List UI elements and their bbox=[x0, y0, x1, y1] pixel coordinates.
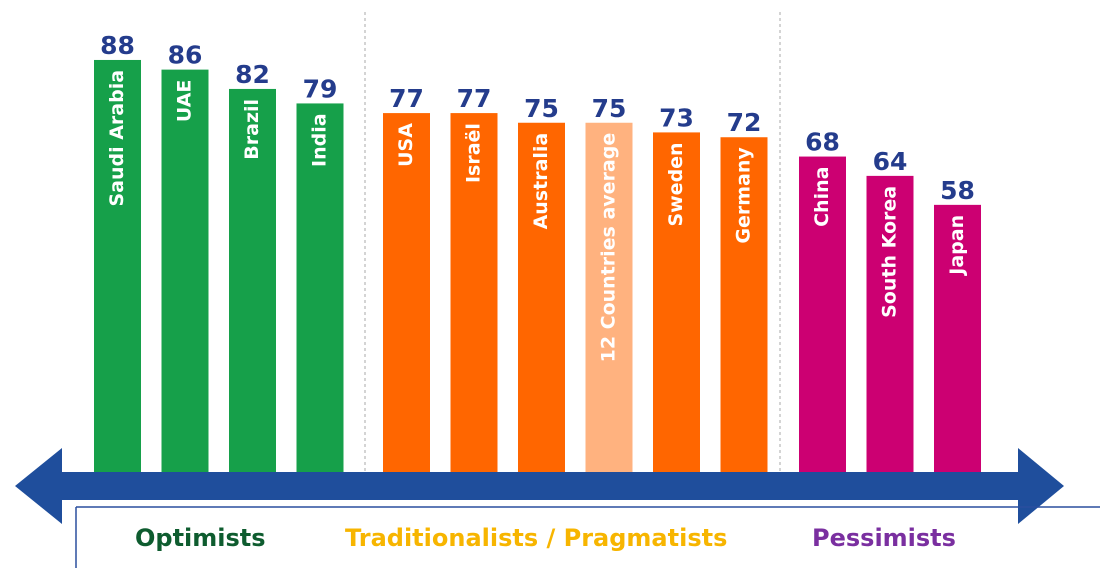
category-label: Israël bbox=[463, 123, 485, 183]
value-label: 86 bbox=[168, 41, 203, 70]
bar bbox=[229, 88, 276, 485]
category-label: USA bbox=[395, 123, 417, 167]
value-label: 77 bbox=[457, 84, 492, 113]
value-label: 75 bbox=[592, 94, 627, 123]
value-label: 82 bbox=[235, 60, 270, 89]
category-label: Saudi Arabia bbox=[106, 70, 128, 207]
value-label: 75 bbox=[524, 94, 559, 123]
category-label: Japan bbox=[946, 215, 968, 277]
bar bbox=[296, 103, 344, 486]
category-label: South Korea bbox=[879, 186, 901, 318]
group-label: Traditionalists / Pragmatists bbox=[345, 524, 727, 552]
category-label: China bbox=[811, 167, 833, 227]
bar bbox=[450, 113, 498, 485]
group-label: Optimists bbox=[135, 524, 266, 552]
value-label: 77 bbox=[389, 84, 424, 113]
category-label: 12 Countries average bbox=[598, 133, 620, 363]
value-label: 58 bbox=[940, 176, 975, 205]
bar bbox=[934, 204, 981, 486]
scale-arrow bbox=[15, 448, 1064, 524]
bar bbox=[94, 59, 141, 486]
value-label: 64 bbox=[873, 147, 908, 176]
bar bbox=[585, 122, 633, 485]
bar bbox=[518, 122, 565, 485]
group-labels: Optimists Traditionalists / Pragmatists Pe… bbox=[135, 524, 956, 552]
value-label: 73 bbox=[659, 103, 694, 132]
bar bbox=[161, 69, 209, 486]
category-label: India bbox=[309, 113, 331, 167]
group-label: Pessimists bbox=[812, 524, 956, 552]
category-label: UAE bbox=[174, 80, 196, 123]
bar bbox=[383, 113, 430, 485]
value-label: 72 bbox=[727, 108, 762, 137]
bar bbox=[799, 156, 846, 485]
value-label: 88 bbox=[100, 31, 135, 60]
category-label: Sweden bbox=[665, 142, 687, 226]
value-label: 68 bbox=[805, 128, 840, 157]
bar bbox=[653, 132, 700, 485]
bar bbox=[720, 137, 768, 486]
value-label: 79 bbox=[303, 74, 338, 103]
category-label: Australia bbox=[530, 133, 552, 230]
category-label: Brazil bbox=[241, 99, 263, 160]
bar bbox=[866, 175, 914, 485]
category-label: Germany bbox=[733, 147, 755, 244]
bars: 88 Saudi Arabia 86 UAE 82 Brazil 79 India 77 USA 7… bbox=[94, 31, 981, 486]
